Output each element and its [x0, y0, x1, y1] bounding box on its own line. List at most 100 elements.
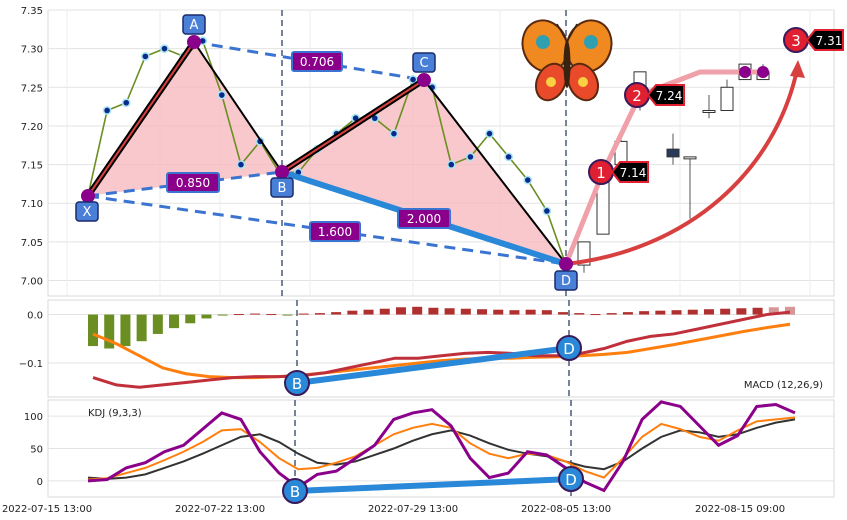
target-marker-2: 2 7.24: [624, 82, 685, 108]
macd-point-d: D: [556, 335, 582, 361]
macd-bar: [639, 311, 650, 315]
macd-bar: [622, 312, 633, 315]
macd-bar: [477, 309, 488, 315]
svg-text:7.31: 7.31: [816, 34, 843, 48]
svg-text:D: D: [563, 340, 575, 358]
candle-body: [702, 109, 716, 113]
macd-bar: [655, 310, 666, 315]
macd-bar: [606, 313, 617, 315]
macd-bar: [233, 314, 244, 316]
candle-body: [666, 148, 680, 158]
macd-point-b: B: [284, 370, 310, 396]
macd-bar: [720, 308, 731, 315]
price-y-tick: 7.35: [21, 6, 43, 17]
price-point: [121, 98, 131, 108]
ratio-label-ac: 0.706: [291, 51, 343, 72]
pivot-d-dot: [559, 257, 573, 271]
target-marker-3: 3 7.31: [783, 27, 844, 53]
x-tick-label: 2022-08-05 13:00: [521, 504, 611, 515]
ratio-label-xd: 1.600: [309, 221, 361, 242]
macd-panel: 0.0 −0.1 B D MACD (12,26,9): [19, 299, 835, 398]
macd-bar: [104, 314, 115, 349]
pattern-fill-xab: [88, 42, 282, 196]
price-point: [389, 129, 399, 139]
price-point: [217, 90, 227, 100]
price-y-tick: 7.25: [21, 83, 43, 94]
kdj-point-b: B: [282, 478, 308, 504]
price-point: [485, 129, 494, 139]
macd-bar: [120, 314, 131, 347]
candle-body: [683, 156, 697, 160]
pivot-a-dot: [187, 35, 201, 49]
price-point: [160, 44, 169, 54]
kdj-lines: [87, 400, 796, 493]
pivot-label-c: C: [412, 52, 436, 73]
kdj-point-d: D: [558, 466, 584, 492]
leg-xa-inner: [87, 41, 195, 197]
svg-text:0.706: 0.706: [300, 55, 334, 69]
kdj-title: KDJ (9,3,3): [88, 408, 142, 419]
svg-text:2: 2: [632, 87, 642, 105]
svg-text:7.24: 7.24: [656, 89, 683, 103]
pivot-label-d: D: [554, 270, 578, 291]
macd-bar: [217, 314, 228, 316]
macd-bar: [412, 306, 423, 315]
pivot-label-a: A: [182, 14, 206, 35]
pivot-x-dot: [81, 189, 95, 203]
macd-y-axis: 0.0 −0.1: [19, 311, 43, 371]
ratio-label-xb: 0.850: [166, 172, 220, 193]
macd-bar: [444, 308, 455, 315]
macd-bar: [88, 314, 98, 347]
macd-bar: [266, 314, 277, 316]
price-y-tick: 7.20: [21, 122, 43, 133]
svg-text:D: D: [565, 471, 577, 489]
projection-arc: [565, 69, 799, 266]
projection-arrowhead: [790, 60, 805, 78]
macd-bar: [703, 309, 714, 315]
price-panel: 7.35 7.30 7.25 7.20 7.15 7.10 7.05 7.00: [21, 6, 844, 297]
price-point: [523, 175, 533, 185]
price-point: [140, 51, 150, 61]
svg-text:X: X: [83, 205, 92, 220]
pivot-b-dot: [275, 165, 289, 179]
svg-text:B: B: [278, 181, 287, 196]
macd-bar: [347, 310, 358, 315]
macd-bar: [525, 309, 536, 315]
kdj-y-tick: 100: [24, 412, 43, 423]
macd-bar: [298, 313, 309, 315]
kdj-line-2: [87, 416, 796, 481]
macd-bar: [687, 309, 698, 315]
macd-bar: [331, 312, 342, 315]
price-point: [465, 152, 475, 162]
macd-bar: [282, 314, 293, 316]
ratio-labels: 0.706 0.850 1.600 2.000: [166, 51, 451, 242]
butterfly-icon: [521, 19, 613, 102]
kdj-line-3: [87, 400, 796, 493]
svg-text:7.14: 7.14: [620, 166, 647, 180]
price-point: [236, 160, 246, 169]
macd-bar: [752, 307, 763, 315]
kdj-y-tick: 50: [30, 445, 43, 456]
kdj-y-axis: 100 50 0: [24, 412, 43, 488]
macd-bar: [201, 314, 212, 319]
macd-bar: [428, 307, 439, 315]
pivot-dots: [81, 35, 769, 271]
svg-text:0.850: 0.850: [176, 176, 210, 190]
macd-bar: [314, 313, 325, 315]
price-point: [446, 160, 456, 169]
macd-y-tick: 0.0: [27, 311, 43, 322]
leg-cd: [423, 79, 567, 265]
x-tick-label: 2022-07-22 13:00: [175, 504, 265, 515]
x-tick-label: 2022-08-15 09:00: [695, 504, 785, 515]
pivot-c-dot: [417, 73, 431, 87]
macd-bar: [785, 306, 795, 315]
macd-bar: [541, 310, 552, 315]
extra-dot-2: [757, 66, 769, 78]
macd-bar: [509, 310, 520, 315]
macd-orange-line: [92, 322, 791, 380]
macd-bar: [736, 308, 747, 315]
macd-bar: [590, 314, 601, 316]
kdj-line-1: [87, 418, 796, 480]
